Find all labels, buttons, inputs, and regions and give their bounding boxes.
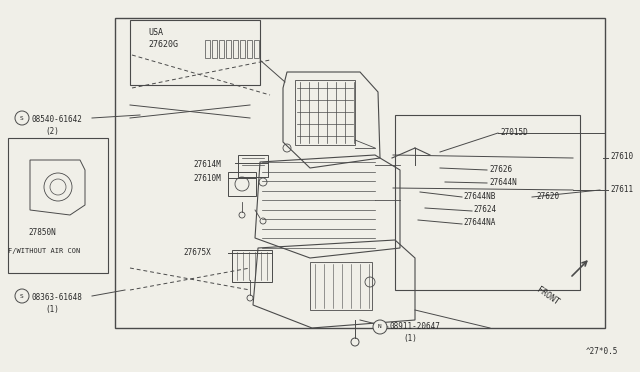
Bar bbox=[233, 40, 238, 58]
Text: ^27*0.5: ^27*0.5 bbox=[586, 347, 618, 356]
Text: 27015D: 27015D bbox=[500, 128, 528, 137]
Text: 08911-20647: 08911-20647 bbox=[390, 322, 441, 331]
Bar bbox=[310, 262, 372, 310]
Text: 27611: 27611 bbox=[610, 185, 633, 194]
Text: (1): (1) bbox=[403, 334, 417, 343]
Text: 27626: 27626 bbox=[489, 165, 512, 174]
Circle shape bbox=[15, 111, 29, 125]
Text: 27644NB: 27644NB bbox=[463, 192, 495, 201]
Bar bbox=[130, 20, 260, 85]
Bar bbox=[115, 18, 605, 328]
Bar bbox=[226, 40, 231, 58]
Text: 27614M: 27614M bbox=[193, 160, 221, 169]
Text: 27610: 27610 bbox=[610, 152, 633, 161]
Text: 27624: 27624 bbox=[473, 205, 496, 214]
Text: FRONT: FRONT bbox=[535, 285, 561, 307]
Bar bbox=[240, 40, 245, 58]
Text: S: S bbox=[20, 294, 24, 298]
Bar bbox=[232, 250, 272, 282]
Bar bbox=[212, 40, 217, 58]
Bar bbox=[295, 80, 355, 145]
Text: 08363-61648: 08363-61648 bbox=[32, 293, 83, 302]
Bar bbox=[219, 40, 224, 58]
Text: 08540-61642: 08540-61642 bbox=[32, 115, 83, 124]
Bar bbox=[8, 138, 108, 273]
Text: (1): (1) bbox=[45, 305, 59, 314]
Bar bbox=[247, 40, 252, 58]
Text: 27610M: 27610M bbox=[193, 174, 221, 183]
Text: N: N bbox=[378, 324, 382, 330]
Text: (2): (2) bbox=[45, 127, 59, 136]
Text: USA: USA bbox=[148, 28, 163, 37]
Text: S: S bbox=[20, 115, 24, 121]
Text: 27644N: 27644N bbox=[489, 178, 516, 187]
Text: 27620G: 27620G bbox=[148, 40, 178, 49]
Bar bbox=[238, 155, 268, 177]
Circle shape bbox=[373, 320, 387, 334]
Text: 27644NA: 27644NA bbox=[463, 218, 495, 227]
Bar bbox=[254, 40, 259, 58]
Bar bbox=[205, 40, 210, 58]
Bar bbox=[228, 172, 256, 196]
Text: 27675X: 27675X bbox=[183, 248, 211, 257]
Text: F/WITHOUT AIR CON: F/WITHOUT AIR CON bbox=[8, 248, 80, 254]
Bar bbox=[395, 115, 580, 290]
Text: 27850N: 27850N bbox=[28, 228, 56, 237]
Text: 27620: 27620 bbox=[536, 192, 559, 201]
Circle shape bbox=[15, 289, 29, 303]
